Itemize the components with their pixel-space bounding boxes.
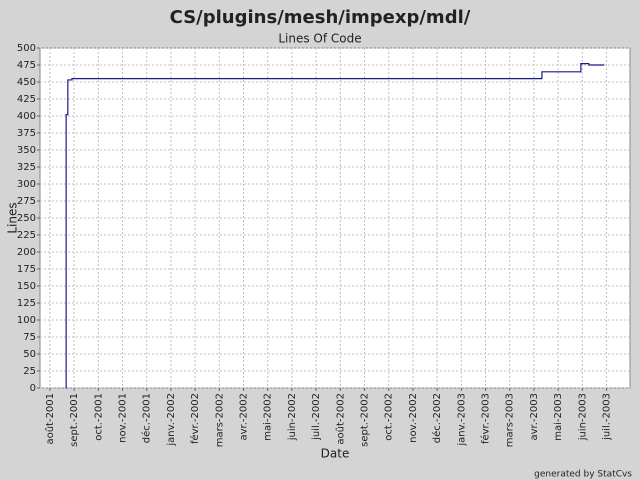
- y-tick-label: 300: [17, 179, 36, 190]
- x-tick-label: juin-2002: [287, 393, 298, 441]
- x-tick-label: mars-2003: [505, 393, 516, 447]
- y-tick-label: 175: [17, 264, 36, 275]
- y-tick-label: 450: [17, 77, 36, 88]
- y-tick-label: 200: [17, 247, 36, 258]
- x-tick-label: juil.-2003: [602, 393, 613, 441]
- x-tick-label: févr.-2003: [480, 393, 492, 444]
- x-tick-label: avr.-2003: [529, 393, 540, 440]
- x-tick-label: mars-2002: [214, 393, 225, 447]
- x-tick-label: nov.-2001: [118, 393, 129, 443]
- footer: generated by StatCvs: [534, 470, 632, 480]
- x-tick-label: déc.-2001: [141, 393, 153, 443]
- y-tick-label: 325: [17, 162, 36, 173]
- x-tick-label: janv.-2002: [166, 393, 177, 447]
- x-tick-label: févr.-2002: [189, 393, 201, 444]
- x-tick-label: déc.-2002: [431, 393, 443, 443]
- chart-title: CS/plugins/mesh/impexp/mdl/: [170, 7, 471, 28]
- x-tick-label: oct.-2002: [384, 393, 395, 441]
- x-tick-label: juil.-2002: [311, 393, 322, 441]
- y-tick-label: 50: [23, 349, 36, 360]
- y-tick-label: 25: [23, 366, 36, 377]
- y-tick-label: 250: [17, 213, 36, 224]
- y-tick-label: 375: [17, 128, 36, 139]
- y-tick-label: 400: [17, 111, 36, 122]
- y-tick-label: 0: [30, 383, 36, 394]
- chart-subtitle: Lines Of Code: [278, 32, 361, 46]
- data-line: [65, 63, 605, 389]
- x-tick-label: avr.-2002: [239, 393, 250, 440]
- y-tick-label: 150: [17, 281, 36, 292]
- x-tick-label: sept.-2002: [360, 393, 371, 447]
- x-tick-label: oct.-2001: [93, 393, 104, 441]
- x-tick-label: août-2002: [334, 393, 346, 445]
- y-tick-label: 350: [17, 145, 36, 156]
- x-tick-label: juin-2003: [577, 393, 588, 441]
- x-axis-label: Date: [321, 447, 350, 461]
- y-tick-label: 100: [17, 315, 36, 326]
- plot-area: [39, 47, 631, 389]
- x-tick-label: nov.-2002: [408, 393, 419, 443]
- x-tick-label: mai-2002: [263, 393, 274, 441]
- x-tick-label: sept.-2001: [69, 393, 80, 447]
- y-tick-label: 125: [17, 298, 36, 309]
- y-axis-label: Lines: [6, 202, 20, 233]
- y-tick-label: 275: [17, 196, 36, 207]
- y-tick-label: 475: [17, 60, 36, 71]
- x-tick-label: mai-2003: [553, 393, 564, 441]
- x-tick-label: janv.-2003: [456, 393, 467, 447]
- y-tick-label: 225: [17, 230, 36, 241]
- y-tick-label: 425: [17, 94, 36, 105]
- y-tick-label: 75: [23, 332, 36, 343]
- x-tick-label: août-2001: [44, 393, 56, 445]
- y-tick-label: 500: [17, 43, 36, 54]
